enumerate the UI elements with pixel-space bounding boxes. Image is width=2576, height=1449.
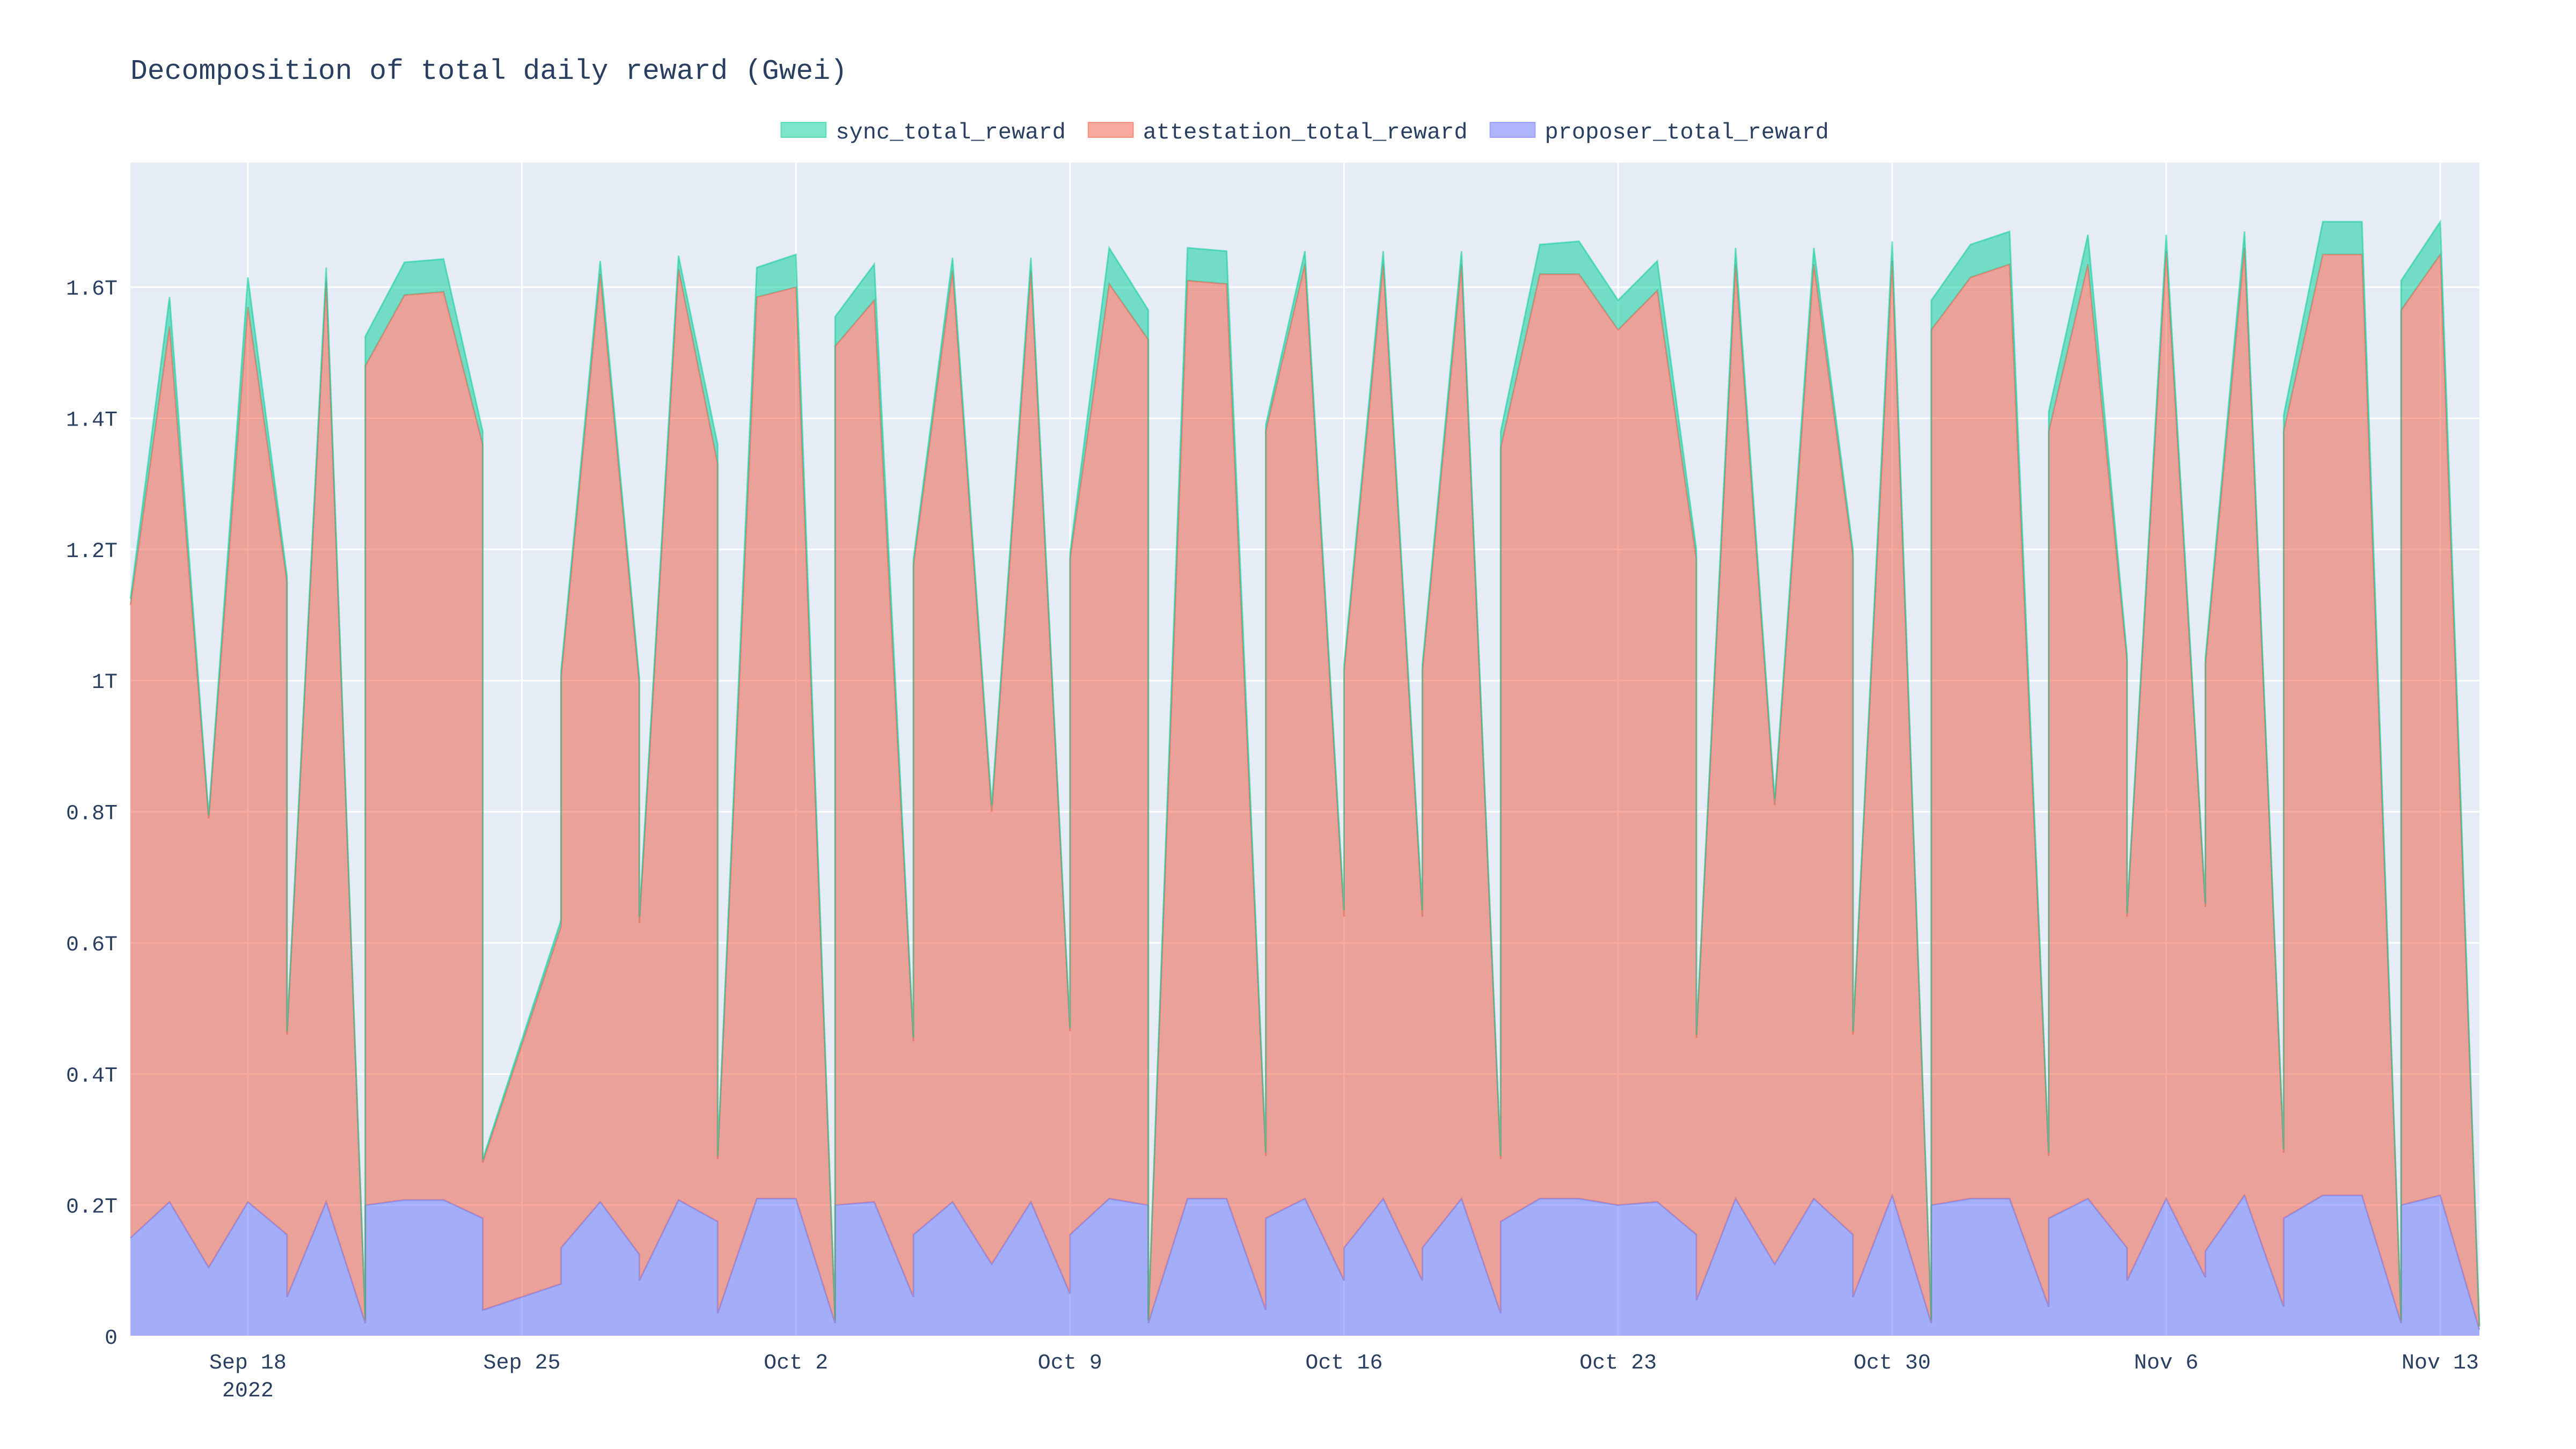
y-axis: 0 0.2T 0.4T 0.6T 0.8T 1T 1.2T 1.4T 1.6T <box>66 277 118 1351</box>
series-areas[interactable] <box>129 219 2480 1336</box>
x-tick-label: Oct 30 <box>1854 1351 1931 1375</box>
y-tick-label: 0.6T <box>66 933 118 957</box>
legend-label: proposer_total_reward <box>1545 120 1829 145</box>
legend-item-proposer-total-reward[interactable]: proposer_total_reward <box>1489 120 1829 145</box>
x-tick-sublabel: 2022 <box>222 1379 274 1403</box>
x-axis: Sep 18 2022 Sep 25 Oct 2 Oct 9 Oct 16 Oct 23 Oc… <box>130 1336 2479 1403</box>
y-tick-label: 1.4T <box>66 408 118 433</box>
x-tick-label: Oct 2 <box>764 1351 828 1375</box>
legend-label: attestation_total_reward <box>1143 120 1468 145</box>
x-tick-label: Sep 25 <box>483 1351 560 1375</box>
y-tick-label: 0.2T <box>66 1196 118 1220</box>
legend-item-sync-total-reward[interactable]: sync_total_reward <box>780 120 1066 145</box>
line-sync-total-reward <box>129 219 2480 1327</box>
x-tick-label: Oct 9 <box>1038 1351 1102 1375</box>
x-tick-label: Oct 16 <box>1305 1351 1382 1375</box>
legend-swatch <box>780 122 827 138</box>
y-tick-label: 1.6T <box>66 277 118 302</box>
legend-swatch <box>1489 122 1536 138</box>
legend[interactable]: sync_total_reward attestation_total_rewar… <box>780 120 1829 145</box>
x-tick-label: Nov 6 <box>2134 1351 2198 1375</box>
y-tick-label: 0.8T <box>66 802 118 826</box>
x-tick-label: Sep 18 <box>209 1351 287 1375</box>
chart-title: Decomposition of total daily reward (Gwe… <box>130 55 847 87</box>
y-tick-label: 1T <box>92 671 118 695</box>
legend-swatch <box>1087 122 1134 138</box>
y-tick-label: 0 <box>105 1327 118 1351</box>
x-tick-label: Nov 13 <box>2402 1351 2479 1375</box>
y-tick-label: 1.2T <box>66 540 118 564</box>
legend-label: sync_total_reward <box>836 120 1065 145</box>
x-tick-label: Oct 23 <box>1579 1351 1657 1375</box>
legend-item-attestation-total-reward[interactable]: attestation_total_reward <box>1087 120 1468 145</box>
y-tick-label: 0.4T <box>66 1064 118 1088</box>
